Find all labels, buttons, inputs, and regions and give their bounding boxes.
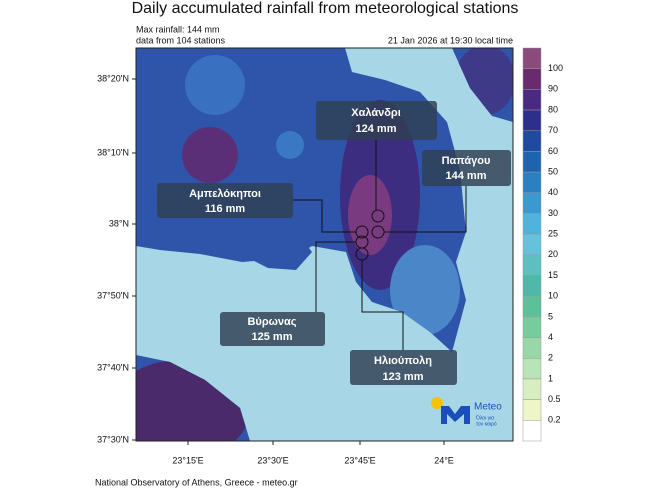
colorbar-label: 0.5 — [548, 394, 561, 404]
colorbar-label: 25 — [548, 229, 558, 239]
colorbar-box — [522, 89, 542, 111]
lat-label: 38°20'N — [97, 73, 129, 83]
callout-name: Ηλιούπολη — [374, 355, 432, 367]
lat-label: 37°40'N — [97, 362, 129, 372]
lat-label: 37°30'N — [97, 434, 129, 444]
colorbar-label: 50 — [548, 166, 558, 176]
lat-label: 37°50'N — [97, 290, 129, 300]
lat-label: 38°N — [109, 218, 129, 228]
colorbar-box — [522, 47, 542, 69]
lon-label: 23°15'E — [172, 455, 203, 465]
colorbar-label: 70 — [548, 125, 558, 135]
callout-value: 124 mm — [356, 123, 397, 135]
logo-name: Meteo — [474, 402, 502, 413]
colorbar-label: 4 — [548, 332, 553, 342]
logo-tagline: Όλοι για — [475, 415, 494, 421]
colorbar-label: 20 — [548, 249, 558, 259]
callout-value: 144 mm — [446, 170, 487, 182]
colorbar-label: 100 — [548, 63, 563, 73]
colorbar-label: 60 — [548, 146, 558, 156]
callout-name: Παπάγου — [442, 155, 491, 167]
colorbar-label: 15 — [548, 270, 558, 280]
colorbar-box — [522, 420, 542, 442]
colorbar-box — [522, 192, 542, 214]
station-count: data from 104 stations — [136, 35, 226, 45]
lon-label: 23°30'E — [257, 455, 288, 465]
callout-value: 125 mm — [252, 331, 293, 343]
colorbar-label: 40 — [548, 187, 558, 197]
colorbar-box — [522, 254, 542, 276]
lat-label: 38°10'N — [97, 147, 129, 157]
colorbar-label: 1 — [548, 373, 553, 383]
title: Daily accumulated rainfall from meteorol… — [132, 0, 519, 17]
colorbar-label: 80 — [548, 104, 558, 114]
callout-name: Βύρωνας — [247, 316, 296, 328]
callout: Παπάγου 144 mm — [422, 150, 511, 186]
colorbar-box — [522, 151, 542, 173]
map-area — [136, 48, 513, 441]
max-rainfall: Max rainfall: 144 mm — [136, 24, 220, 34]
callout: Ηλιούπολη 123 mm — [350, 350, 457, 385]
callout-name: Αμπελόκηποι — [189, 188, 261, 200]
colorbar-box — [522, 68, 542, 90]
lon-label: 23°45'E — [344, 455, 375, 465]
map-frame — [135, 47, 514, 442]
timestamp: 21 Jan 2026 at 19:30 local time — [388, 35, 513, 45]
lon-label: 24°E — [434, 455, 454, 465]
callout: Χαλάνδρι 124 mm — [316, 101, 437, 140]
colorbar-box — [522, 109, 542, 131]
callout-value: 116 mm — [205, 203, 246, 215]
colorbar-label: 2 — [548, 353, 553, 363]
callout-value: 123 mm — [383, 371, 424, 383]
colorbar-box — [522, 316, 542, 338]
colorbar-box — [522, 171, 542, 194]
logo: Meteo Όλοι για τον καιρό — [431, 397, 502, 427]
colorbar-label: 5 — [548, 311, 553, 321]
colorbar-box — [522, 358, 542, 380]
colorbar-label: 0.2 — [548, 415, 561, 425]
callout: Βύρωνας 125 mm — [220, 312, 325, 346]
callout: Αμπελόκηποι 116 mm — [157, 183, 293, 218]
colorbar-box — [522, 399, 542, 421]
colorbar-label: 90 — [548, 84, 558, 94]
callout-name: Χαλάνδρι — [351, 107, 401, 119]
colorbar-box — [522, 213, 542, 235]
colorbar-box — [522, 295, 542, 318]
colorbar-box — [522, 337, 542, 359]
footer: National Observatory of Athens, Greece -… — [95, 477, 298, 487]
colorbar-label: 30 — [548, 208, 558, 218]
colorbar-box — [522, 275, 542, 297]
colorbar-box — [522, 233, 542, 256]
colorbar-box — [522, 378, 542, 400]
logo-tagline: τον καιρό — [476, 420, 497, 427]
colorbar-label: 10 — [548, 291, 558, 301]
colorbar-box — [522, 130, 542, 152]
